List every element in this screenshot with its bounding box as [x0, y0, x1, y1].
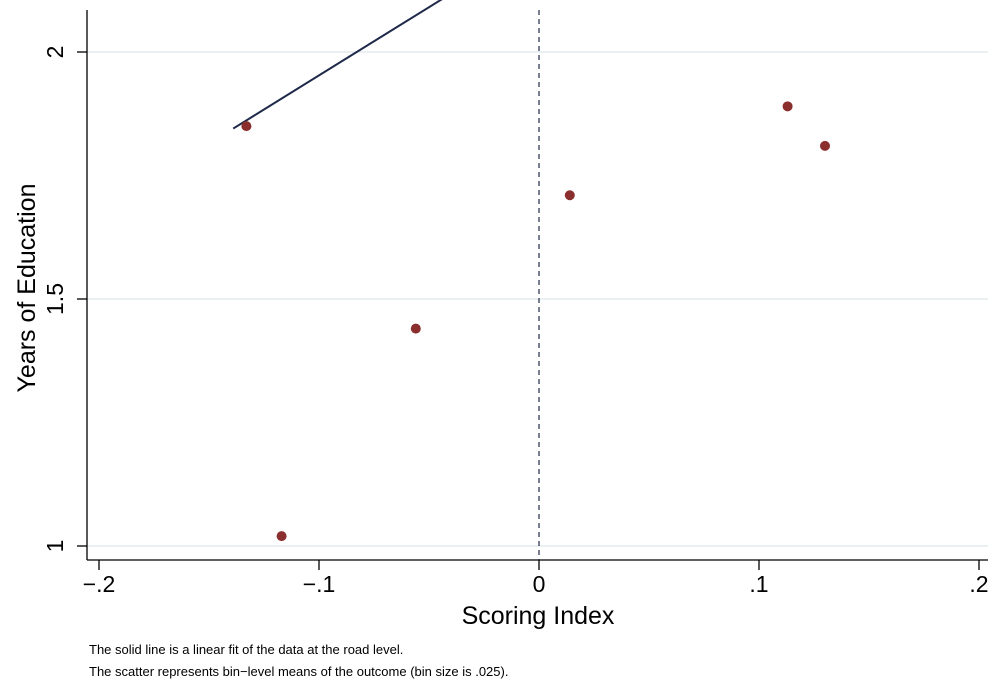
x-ticks: −.2 −.1 0 .1 .2 — [83, 560, 989, 597]
x-tick-label: −.2 — [83, 571, 116, 597]
footnote-scatter-bins: The scatter represents bin−level means o… — [89, 664, 509, 679]
scatter-point — [564, 190, 575, 201]
fit-line-left — [232, 0, 443, 130]
axes — [86, 10, 988, 561]
y-tick-label: 2 — [42, 46, 68, 59]
x-axis-title: Scoring Index — [462, 602, 615, 630]
fit-lines — [232, 0, 443, 130]
y-tick-label: 1 — [42, 540, 68, 553]
gridlines — [87, 51, 988, 547]
scatter-points — [241, 101, 830, 542]
x-tick-label: −.1 — [303, 571, 336, 597]
footnote-linear-fit: The solid line is a linear fit of the da… — [89, 642, 404, 657]
scatter-point — [820, 140, 830, 151]
y-axis-title: Years of Education — [13, 184, 41, 393]
scatter-point — [410, 323, 421, 334]
y-ticks: 11.522.53 — [42, 46, 87, 553]
scatter-point — [241, 121, 252, 132]
scatter-point — [782, 101, 793, 112]
x-tick-label: .1 — [749, 571, 768, 597]
x-tick-label: 0 — [533, 571, 546, 597]
scatter-point — [276, 531, 287, 542]
y-tick-label: 1.5 — [42, 283, 68, 315]
x-tick-label: .2 — [969, 571, 988, 597]
